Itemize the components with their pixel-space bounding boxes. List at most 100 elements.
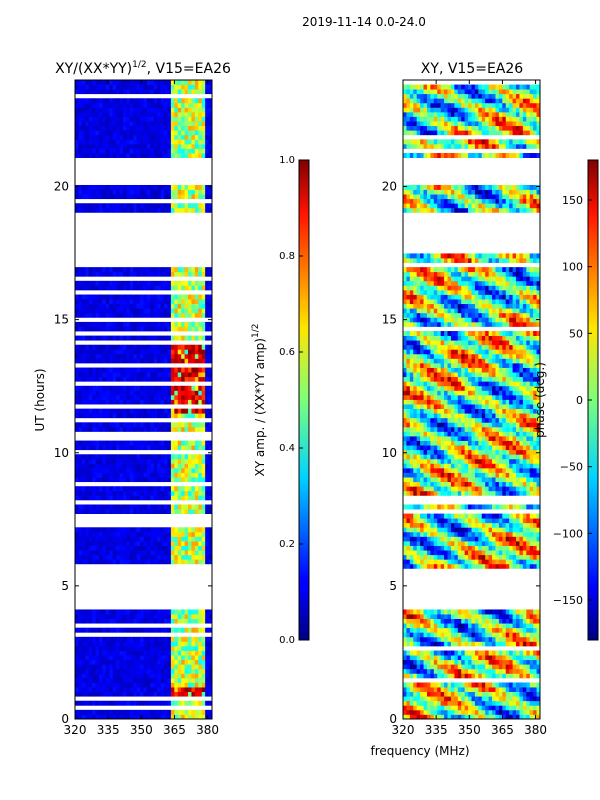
phase-heatmap-cell [454,559,459,565]
amplitude-heatmap-cell [116,527,120,533]
amplitude-heatmap-cell [92,618,96,624]
amplitude-heatmap-cell [157,385,162,391]
phase-heatmap-cell [423,709,428,715]
amplitude-heatmap-cell [205,673,209,679]
amplitude-heatmap-cell [174,700,179,706]
amplitude-heatmap-cell [81,700,86,706]
phase-heatmap-cell [416,545,421,551]
phase-heatmap-cell [505,563,510,569]
amplitude-heatmap-cell [177,650,182,656]
phase-heatmap-cell [426,554,431,560]
amplitude-heatmap-cell [81,358,86,364]
amplitude-heatmap-cell [136,321,141,327]
amplitude-heatmap-cell [146,267,151,273]
amplitude-heatmap-cell [191,664,196,670]
amplitude-heatmap-cell [150,349,155,355]
phase-heatmap-cell [492,664,496,670]
phase-heatmap-cell [433,673,438,679]
amplitude-heatmap-cell [164,504,168,510]
phase-heatmap-cell [533,518,537,524]
amplitude-heatmap-cell [78,148,83,154]
phase-heatmap-cell [502,673,507,679]
amplitude-heatmap-cell [92,545,96,551]
phase-heatmap-cell [406,550,411,556]
amplitude-heatmap-cell [105,111,110,117]
amplitude-heatmap-cell [140,148,144,154]
phase-heatmap-cell [409,618,414,624]
phase-heatmap-cell [440,623,445,629]
amplitude-heatmap-cell [160,280,165,286]
amplitude-heatmap-cell [201,130,206,136]
amplitude-heatmap-cell [140,645,144,651]
amplitude-heatmap-cell [198,394,203,400]
amplitude-heatmap-cell [174,614,179,619]
amplitude-heatmap-cell [181,413,185,419]
amplitude-heatmap-cell [109,349,114,355]
amplitude-heatmap-cell [81,659,86,665]
amplitude-heatmap-cell [181,636,185,642]
amplitude-heatmap-cell [136,673,141,679]
amplitude-heatmap-cell [95,358,100,364]
amplitude-heatmap-cell [112,130,117,136]
amplitude-heatmap-cell [133,645,138,651]
amplitude-heatmap-cell [191,655,196,661]
amplitude-heatmap-cell [85,294,90,300]
amplitude-heatmap-cell [92,139,96,145]
amplitude-heatmap-cell [184,422,189,428]
phase-heatmap-cell [413,627,418,633]
amplitude-colorbar-gradient [298,159,310,641]
amplitude-heatmap-cell [201,472,206,478]
amplitude-heatmap-cell [194,303,199,309]
amplitude-heatmap-cell [122,545,127,551]
amplitude-heatmap-cell [188,134,192,140]
amplitude-heatmap-cell [133,134,138,140]
phase-heatmap-cell [454,709,459,715]
phase-heatmap-cell [509,627,513,633]
amplitude-heatmap-cell [133,308,138,314]
phase-heatmap-cell [502,559,507,565]
amplitude-heatmap-cell [81,385,86,391]
amplitude-heatmap-cell [181,495,185,501]
phase-heatmap-cell [522,696,527,702]
phase-heatmap-cell [420,527,424,533]
phase-heatmap-cell [426,664,431,670]
amplitude-heatmap-cell [150,714,155,719]
amplitude-heatmap-cell [164,353,168,359]
amplitude-heatmap-cell [143,189,148,195]
amplitude-heatmap-cell [119,139,124,145]
phase-heatmap-cell [413,623,418,629]
amplitude-heatmap-cell [201,299,206,305]
amplitude-heatmap-cell [136,121,141,127]
amplitude-heatmap-cell [201,80,206,85]
amplitude-colorbar-tick-label: 0.0 [279,635,295,646]
amplitude-heatmap-cell [188,668,192,674]
amplitude-heatmap-cell [191,477,196,483]
amplitude-heatmap-cell [133,194,138,200]
amplitude-heatmap-cell [88,673,93,679]
amplitude-heatmap-cell [174,111,179,117]
amplitude-heatmap-cell [136,271,141,277]
amplitude-heatmap-cell [81,184,86,190]
phase-heatmap-cell [430,705,435,711]
phase-heatmap-cell [526,518,531,524]
amplitude-heatmap-cell [75,312,79,318]
phase-heatmap-cell [485,554,490,560]
amplitude-heatmap-cell [98,321,103,327]
amplitude-heatmap-cell [92,687,96,693]
amplitude-heatmap-cell [174,440,179,446]
amplitude-heatmap-cell [143,394,148,400]
phase-heatmap-cell [430,709,435,715]
amplitude-heatmap-cell [205,335,209,341]
phase-heatmap-cell [403,531,407,537]
amplitude-heatmap-cell [201,486,206,492]
phase-heatmap-cell [433,659,438,665]
amplitude-heatmap-cell [150,367,155,373]
amplitude-heatmap-cell [109,550,114,556]
amplitude-heatmap-cell [75,134,79,140]
phase-heatmap-cell [529,540,534,546]
amplitude-heatmap-cell [150,467,155,473]
amplitude-heatmap-cell [184,682,189,688]
phase-heatmap-cell [454,623,459,629]
amplitude-heatmap-cell [157,194,162,200]
amplitude-heatmap-cell [102,691,107,697]
